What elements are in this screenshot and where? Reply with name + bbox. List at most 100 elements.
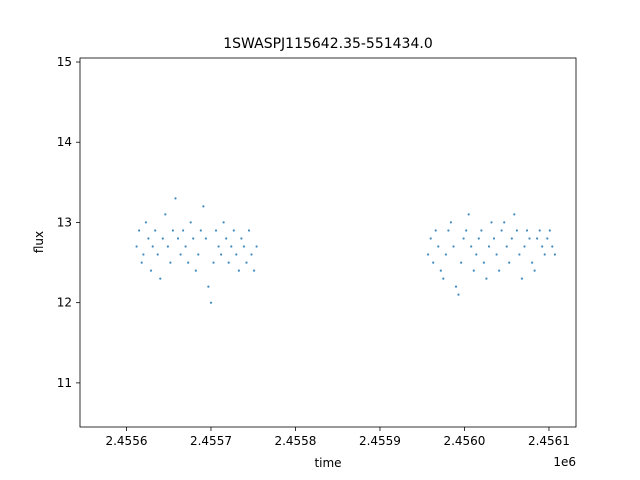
data-point xyxy=(548,229,551,232)
data-point xyxy=(551,245,554,248)
data-point xyxy=(237,269,240,272)
data-point xyxy=(475,253,478,256)
data-point xyxy=(179,253,182,256)
data-point xyxy=(214,229,218,232)
data-point xyxy=(192,237,195,240)
data-point xyxy=(154,229,157,232)
data-point xyxy=(184,245,187,248)
data-point xyxy=(235,253,238,256)
data-point xyxy=(182,229,185,232)
data-point xyxy=(454,285,458,288)
y-tick-label: 13 xyxy=(57,215,72,229)
data-point xyxy=(151,245,154,248)
data-point xyxy=(174,197,177,200)
data-point xyxy=(500,229,503,232)
data-point xyxy=(472,269,475,272)
data-point xyxy=(199,229,202,232)
data-point xyxy=(240,237,243,240)
scatter-points-layer xyxy=(135,197,557,304)
data-point xyxy=(245,261,248,264)
data-point xyxy=(470,245,473,248)
data-point xyxy=(135,245,138,248)
data-point xyxy=(477,237,480,240)
data-point xyxy=(541,245,544,248)
y-axis-label: flux xyxy=(32,231,46,253)
data-point xyxy=(447,229,450,232)
data-point xyxy=(513,213,516,216)
data-point xyxy=(553,253,557,256)
data-point xyxy=(429,237,432,240)
data-point xyxy=(176,237,180,240)
data-point xyxy=(156,253,159,256)
data-point xyxy=(437,245,440,248)
data-point xyxy=(253,269,256,272)
x-tick-label: 2.4557 xyxy=(190,434,232,448)
data-point xyxy=(510,237,513,240)
data-point xyxy=(485,277,488,280)
data-point xyxy=(222,221,225,224)
data-point xyxy=(480,229,483,232)
data-point xyxy=(197,253,200,256)
data-point xyxy=(492,237,496,240)
y-tick-label: 15 xyxy=(57,55,72,69)
data-point xyxy=(230,245,233,248)
data-point xyxy=(204,237,207,240)
data-point xyxy=(171,229,174,232)
y-tick-label: 12 xyxy=(57,296,72,310)
data-point xyxy=(169,261,172,264)
x-axis-ticks: 2.4556 2.4557 2.4558 2.4559 2.4560 2.4561 xyxy=(105,427,570,448)
x-tick-label: 2.4560 xyxy=(443,434,485,448)
data-point xyxy=(462,237,465,240)
data-point xyxy=(140,261,143,264)
x-axis-offset-label: 1e6 xyxy=(553,455,576,469)
data-point xyxy=(523,245,526,248)
x-axis-label: time xyxy=(314,456,341,470)
data-point xyxy=(227,261,230,264)
data-point xyxy=(525,229,529,232)
data-point xyxy=(505,245,508,248)
data-point xyxy=(142,253,145,256)
data-point xyxy=(498,269,501,272)
data-point xyxy=(194,269,197,272)
data-point xyxy=(159,277,162,280)
data-point xyxy=(543,253,546,256)
data-point xyxy=(439,269,442,272)
data-point xyxy=(533,269,536,272)
data-point xyxy=(189,221,192,224)
data-point xyxy=(495,253,498,256)
data-point xyxy=(212,261,215,264)
data-point xyxy=(232,229,235,232)
data-point xyxy=(217,245,220,248)
x-tick-label: 2.4559 xyxy=(359,434,401,448)
data-point xyxy=(207,285,210,288)
data-point xyxy=(531,261,534,264)
y-tick-label: 14 xyxy=(57,135,72,149)
chart-title: 1SWASPJ115642.35-551434.0 xyxy=(223,36,432,52)
data-point xyxy=(166,245,169,248)
data-point xyxy=(202,205,205,208)
data-point xyxy=(460,261,463,264)
data-point xyxy=(503,221,506,224)
data-point xyxy=(465,229,468,232)
data-point xyxy=(518,253,521,256)
data-point xyxy=(255,245,258,248)
data-point xyxy=(250,253,253,256)
data-point xyxy=(138,229,141,232)
data-point xyxy=(187,261,190,264)
x-tick-label: 2.4558 xyxy=(274,434,316,448)
data-point xyxy=(536,237,539,240)
data-point xyxy=(434,229,437,232)
data-point xyxy=(487,245,491,248)
data-point xyxy=(528,237,531,240)
data-point xyxy=(161,237,164,240)
plot-area-frame xyxy=(79,57,577,428)
data-point xyxy=(467,213,470,216)
data-point xyxy=(515,229,519,232)
x-tick-label: 2.4561 xyxy=(528,434,570,448)
data-point xyxy=(147,237,150,240)
data-point xyxy=(432,261,435,264)
data-point xyxy=(442,277,445,280)
data-point xyxy=(520,277,524,280)
y-axis-ticks: 11 12 13 14 15 xyxy=(57,55,80,390)
